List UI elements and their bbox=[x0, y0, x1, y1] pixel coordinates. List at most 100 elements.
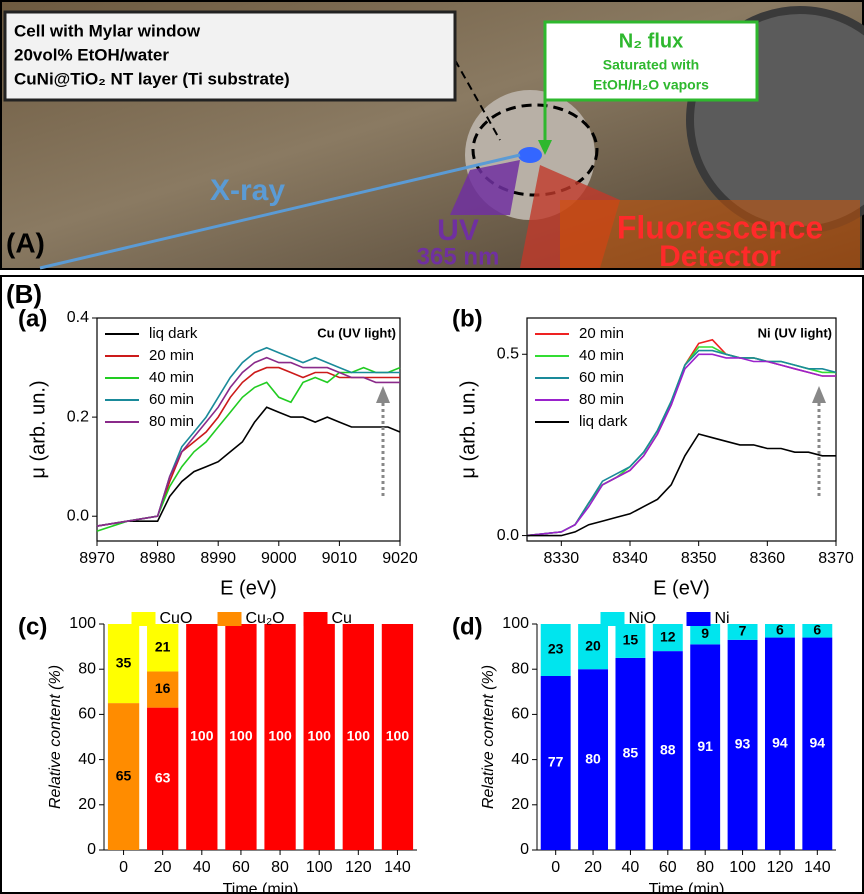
bar-value-label: 9 bbox=[701, 625, 709, 641]
x-tick-label: 8970 bbox=[79, 550, 115, 567]
y-tick-label: 0.0 bbox=[67, 507, 89, 524]
bar-value-label: 100 bbox=[308, 728, 332, 744]
bar-segment bbox=[764, 624, 795, 638]
y-tick-label: 40 bbox=[511, 751, 529, 768]
y-axis-label: Relative content (%) bbox=[47, 665, 64, 809]
bar-segment bbox=[107, 703, 140, 850]
detector-label: Detector bbox=[659, 240, 781, 273]
plot-frame bbox=[96, 317, 401, 542]
bar-value-label: 80 bbox=[585, 750, 601, 766]
legend-swatch bbox=[600, 612, 625, 626]
legend-label: 40 min bbox=[579, 347, 624, 364]
bar-value-label: 94 bbox=[810, 734, 826, 750]
bar-segment bbox=[264, 624, 296, 850]
panel-label: (B) bbox=[6, 279, 42, 309]
x-tick-label: 8990 bbox=[200, 550, 236, 567]
legend-label: liq dark bbox=[149, 325, 198, 342]
bar-segment bbox=[540, 624, 571, 676]
legend-label: NiO bbox=[629, 610, 657, 627]
bar-segment bbox=[147, 671, 179, 708]
x-tick-label: 8980 bbox=[140, 550, 176, 567]
bar-segment bbox=[381, 624, 414, 850]
y-tick-label: 0 bbox=[87, 841, 96, 858]
bar-segment bbox=[690, 644, 721, 850]
y-tick-label: 40 bbox=[78, 751, 96, 768]
panel-label: (d) bbox=[452, 613, 483, 640]
pointer-line bbox=[454, 59, 501, 141]
legend-label: Ni bbox=[715, 610, 730, 627]
flux-line: Saturated with bbox=[603, 57, 699, 73]
y-tick-label: 60 bbox=[78, 706, 96, 723]
bar-segment bbox=[342, 624, 374, 850]
bar-value-label: 100 bbox=[268, 728, 292, 744]
bar-segment bbox=[225, 624, 257, 850]
bar-value-label: 100 bbox=[190, 728, 214, 744]
legend-label: liq dark bbox=[579, 413, 628, 430]
flux-title: N₂ flux bbox=[619, 30, 683, 52]
annotation: Ni (UV light) bbox=[758, 325, 832, 340]
x-tick-label: 100 bbox=[306, 859, 333, 876]
bar-value-label: 35 bbox=[116, 654, 132, 670]
bar-value-label: 20 bbox=[585, 637, 601, 653]
data-line bbox=[96, 346, 400, 527]
panel-b-frame bbox=[0, 275, 864, 894]
data-line bbox=[526, 338, 836, 537]
legend-swatch bbox=[217, 612, 242, 626]
bar-segment bbox=[727, 639, 758, 850]
x-tick-label: 9000 bbox=[261, 550, 297, 567]
x-tick-label: 0 bbox=[551, 859, 560, 876]
bar-segment bbox=[615, 624, 646, 658]
bar-segment bbox=[147, 624, 179, 672]
x-tick-label: 60 bbox=[232, 859, 250, 876]
bar-value-label: 77 bbox=[548, 754, 564, 770]
bar-value-label: 91 bbox=[697, 738, 713, 754]
bar-segment bbox=[186, 624, 218, 850]
bar-value-label: 85 bbox=[623, 745, 639, 761]
y-tick-label: 0.5 bbox=[497, 345, 519, 362]
legend-label: 60 min bbox=[149, 391, 194, 408]
xray-beam bbox=[39, 153, 521, 270]
data-line bbox=[96, 366, 401, 532]
legend-label: 80 min bbox=[149, 413, 194, 430]
data-line bbox=[527, 433, 836, 537]
y-axis-label: Relative content (%) bbox=[480, 665, 497, 809]
x-tick-label: 40 bbox=[193, 859, 211, 876]
sample-spot bbox=[518, 147, 542, 163]
detector-body bbox=[560, 200, 860, 268]
bar-segment bbox=[147, 707, 179, 850]
uv-source bbox=[450, 160, 520, 215]
xray-label: X-ray bbox=[210, 174, 285, 207]
x-tick-label: 8370 bbox=[818, 550, 854, 567]
x-axis-label: Time (min) bbox=[223, 881, 299, 894]
legend-label: Cu₂O bbox=[246, 610, 285, 627]
bar-value-label: 100 bbox=[229, 728, 253, 744]
bar-segment bbox=[802, 624, 833, 638]
bar-value-label: 65 bbox=[116, 767, 132, 783]
legend-label: 60 min bbox=[579, 369, 624, 386]
bar-segment bbox=[303, 624, 335, 850]
legend-label: 20 min bbox=[579, 325, 624, 342]
x-tick-label: 8340 bbox=[612, 550, 648, 567]
x-tick-label: 20 bbox=[584, 859, 602, 876]
panel-label: (c) bbox=[18, 613, 47, 640]
x-tick-label: 9010 bbox=[322, 550, 358, 567]
y-axis-label: μ (arb. un.) bbox=[457, 380, 479, 478]
bar-segment bbox=[652, 624, 683, 652]
x-tick-label: 60 bbox=[659, 859, 677, 876]
data-line bbox=[96, 406, 401, 527]
annotation: Cu (UV light) bbox=[317, 325, 396, 340]
panel-label: (A) bbox=[6, 227, 45, 258]
y-tick-label: 0.4 bbox=[67, 309, 89, 326]
x-tick-label: 140 bbox=[384, 859, 411, 876]
legend-swatch bbox=[686, 612, 711, 626]
legend-label: Cu bbox=[332, 610, 352, 627]
bar-value-label: 15 bbox=[623, 632, 639, 648]
data-line bbox=[526, 353, 836, 537]
bar-value-label: 94 bbox=[772, 734, 788, 750]
y-tick-label: 0 bbox=[520, 841, 529, 858]
x-tick-label: 80 bbox=[271, 859, 289, 876]
bar-value-label: 63 bbox=[155, 770, 171, 786]
bar-value-label: 6 bbox=[776, 621, 784, 637]
y-tick-label: 100 bbox=[502, 615, 529, 632]
cell-box-line: 20vol% EtOH/water bbox=[14, 45, 169, 64]
